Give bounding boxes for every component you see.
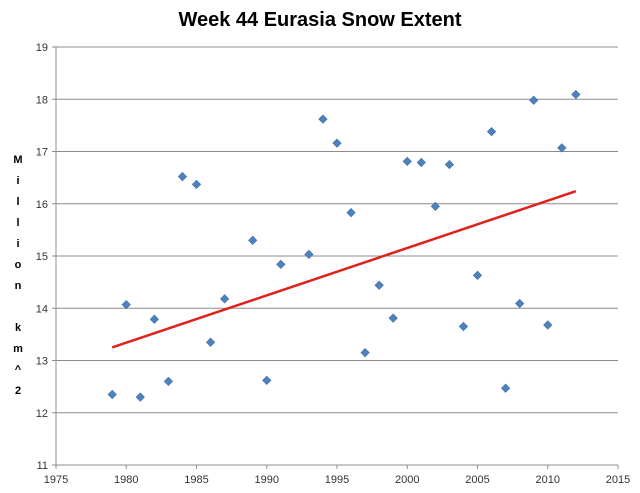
data-point	[388, 313, 398, 323]
data-point	[332, 138, 342, 148]
x-tick-label: 2005	[465, 474, 489, 486]
data-point	[248, 235, 258, 245]
data-point	[191, 179, 202, 190]
data-point	[276, 259, 286, 269]
x-tick-label: 1980	[114, 474, 138, 486]
data-points	[107, 89, 581, 402]
x-tick-label: 1995	[325, 474, 349, 486]
data-point	[402, 156, 412, 167]
axes	[52, 46, 619, 469]
data-point	[205, 337, 216, 347]
y-tick-label: 12	[36, 408, 48, 420]
data-point	[500, 383, 511, 393]
data-point	[458, 321, 469, 332]
y-tick-label: 17	[36, 147, 48, 159]
data-point	[557, 143, 567, 153]
data-point	[121, 299, 131, 310]
data-point	[304, 249, 314, 260]
y-tick-label: 15	[36, 251, 48, 263]
y-axis-label-char: ^	[15, 364, 22, 376]
y-tick-labels: 11 12 13 14 15 16 17 18 19	[36, 42, 48, 472]
data-point	[444, 159, 455, 170]
y-axis-label-char: i	[16, 238, 19, 250]
data-point	[163, 376, 174, 387]
y-axis-label-char: m	[13, 343, 23, 355]
y-tick-label: 16	[36, 199, 48, 211]
data-point	[318, 114, 328, 124]
data-point	[430, 201, 440, 211]
y-axis-label-char: k	[15, 322, 22, 334]
y-axis-label-char: l	[16, 217, 19, 229]
data-point	[374, 280, 384, 290]
y-axis-label-char: i	[16, 175, 19, 187]
data-point	[515, 298, 525, 309]
data-point	[472, 270, 483, 280]
x-tick-label: 2010	[536, 474, 560, 486]
data-point	[543, 320, 553, 330]
data-point	[149, 314, 159, 324]
y-tick-label: 14	[36, 303, 48, 315]
y-tick-label: 13	[36, 356, 48, 368]
x-tick-label: 1990	[255, 474, 279, 486]
x-tick-label: 2000	[395, 474, 419, 486]
y-axis-label-char: n	[15, 280, 22, 292]
x-tick-label: 1985	[184, 474, 208, 486]
chart-title: Week 44 Eurasia Snow Extent	[178, 9, 461, 31]
data-point	[219, 294, 230, 304]
data-point	[107, 389, 117, 400]
y-axis-label-char: 2	[15, 385, 21, 397]
data-point	[135, 392, 145, 402]
y-axis-label-char: M	[13, 154, 22, 166]
trendline	[111, 190, 577, 349]
data-point	[571, 89, 581, 100]
y-axis-label-char: o	[15, 259, 22, 271]
data-point	[346, 208, 356, 218]
trendline-group	[111, 190, 577, 349]
data-point	[262, 375, 272, 385]
data-point	[360, 348, 370, 358]
data-point	[529, 95, 539, 105]
y-axis-label-char: l	[16, 196, 19, 208]
y-tick-label: 11	[37, 460, 48, 472]
x-tick-labels: 1975 1980 1985 1990 1995 2000 2005 2010 2015	[44, 474, 630, 486]
data-point	[486, 127, 497, 137]
data-point	[177, 171, 188, 182]
gridlines	[56, 46, 618, 414]
y-tick-label: 18	[36, 94, 48, 106]
x-tick-label: 2015	[606, 474, 630, 486]
y-tick-label: 19	[36, 42, 48, 54]
x-tick-label: 1975	[44, 474, 68, 486]
data-point	[416, 157, 426, 168]
